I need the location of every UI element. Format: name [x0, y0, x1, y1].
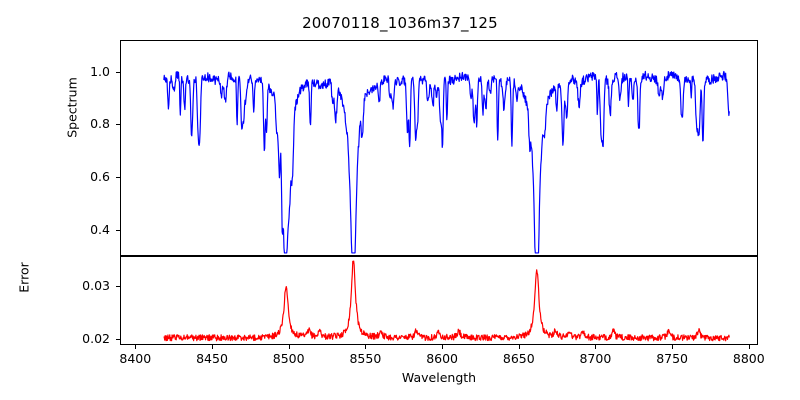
x-tick-mark — [135, 345, 137, 349]
x-tick-label: 8650 — [502, 351, 535, 366]
x-tick-label: 8500 — [272, 351, 305, 366]
x-tick-mark — [442, 345, 444, 349]
x-tick-mark — [748, 345, 750, 349]
x-tick-mark — [365, 345, 367, 349]
error-y-tick-mark — [116, 286, 120, 288]
x-tick-label: 8750 — [656, 351, 688, 366]
spectrum-y-tick-label: 0.4 — [90, 221, 110, 237]
x-tick-label: 8450 — [196, 351, 228, 366]
spectrum-axis-label: Spectrum — [64, 77, 80, 138]
error-line — [163, 260, 730, 342]
x-tick-label: 8550 — [349, 351, 382, 366]
spectrum-plot-area — [163, 70, 730, 254]
spectrum-y-tick-mark — [116, 124, 120, 126]
x-axis-label: Wavelength — [401, 370, 477, 385]
spectrum-line — [163, 70, 730, 254]
spectrum-y-tick-mark — [116, 177, 120, 178]
spectrum-y-tick-label: 0.8 — [90, 116, 110, 132]
x-tick-mark — [288, 345, 290, 349]
x-tick-mark — [672, 345, 674, 349]
error-axis-label: Error — [16, 262, 32, 293]
error-y-tick-mark — [116, 338, 120, 340]
x-tick-label: 8600 — [426, 351, 458, 366]
spectrum-y-tick-mark — [116, 71, 120, 73]
spectrum-y-tick-mark — [116, 229, 120, 231]
x-tick-label: 8800 — [732, 351, 765, 366]
x-tick-label: 8400 — [119, 351, 152, 366]
error-plot-area — [163, 260, 730, 342]
x-tick-label: 8700 — [579, 351, 612, 366]
chart-title: 20070118_1036m37_125 — [302, 14, 498, 32]
x-tick-mark — [518, 345, 520, 349]
x-tick-mark — [212, 345, 213, 349]
error-y-tick-label: 0.02 — [82, 330, 110, 346]
spectrum-panel — [120, 40, 758, 256]
spectrum-y-tick-label: 0.6 — [90, 169, 110, 184]
spectrum-y-tick-label: 1.0 — [90, 63, 110, 79]
x-tick-mark — [595, 345, 597, 349]
error-y-tick-label: 0.03 — [82, 278, 110, 294]
error-panel — [120, 256, 758, 345]
